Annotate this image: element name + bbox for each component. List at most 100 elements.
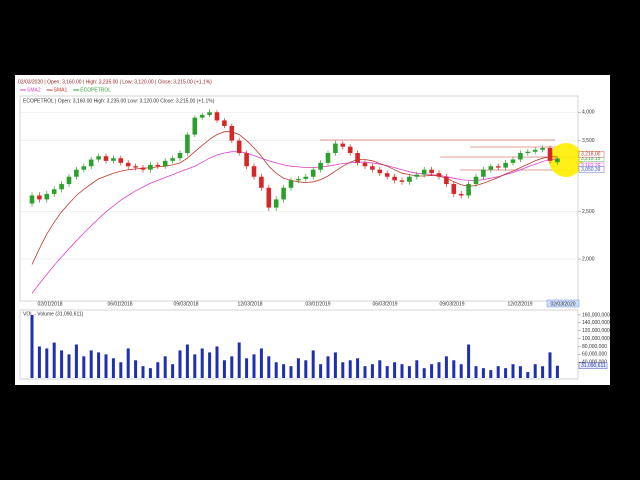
candle-body	[199, 114, 205, 118]
header: 02/03/2020 | Open: 3,160.00 | High: 3,23…	[18, 79, 212, 85]
candle-body	[399, 180, 405, 182]
candle-body	[133, 166, 138, 168]
volume-bar	[341, 362, 345, 378]
volume-bar	[437, 362, 441, 378]
candle-body	[44, 193, 50, 200]
volume-bar	[422, 368, 426, 378]
volume-bar	[178, 350, 182, 378]
volume-bar	[60, 350, 64, 378]
volume-bar	[333, 352, 337, 378]
volume-bar	[259, 348, 263, 378]
candle-body	[236, 140, 242, 154]
volume-bar	[252, 354, 256, 378]
candle-body	[458, 193, 464, 196]
candle-body	[362, 162, 368, 167]
volume-bar	[267, 356, 271, 378]
volume-bar	[230, 356, 234, 378]
volume-tick-label: 80,000,000	[582, 344, 607, 350]
volume-label: VOL - Volume (31,090,611)	[23, 311, 84, 317]
candle-body	[170, 158, 175, 161]
candle-body	[162, 160, 168, 167]
price-frame	[19, 95, 579, 302]
volume-tick-label: 100,000,000	[582, 336, 610, 342]
volume-bar	[74, 344, 78, 378]
volume-bar	[134, 360, 138, 378]
candle-body	[37, 195, 42, 200]
volume-bar	[200, 348, 204, 378]
volume-bar	[511, 364, 515, 378]
volume-bar	[89, 350, 93, 378]
candle-body	[244, 153, 249, 167]
candle-body	[466, 184, 471, 196]
candle-body	[140, 167, 146, 170]
candle-body	[185, 134, 190, 154]
candle-body	[421, 169, 427, 175]
y-tick-label: 2,500	[582, 209, 595, 215]
candle-body	[296, 178, 301, 181]
candle-body	[29, 195, 35, 204]
candle-body	[318, 162, 323, 170]
candle-body	[66, 176, 72, 185]
volume-bar	[30, 314, 34, 378]
chart-window	[15, 75, 610, 385]
volume-bar	[67, 354, 71, 378]
volume-tick-label: 140,000,000	[582, 320, 610, 326]
candle-body	[74, 169, 79, 177]
candle-body	[192, 117, 198, 135]
sma-line	[31, 151, 558, 294]
candle-body	[111, 158, 116, 161]
volume-bar	[111, 358, 115, 378]
plot: 2,000 2,500 3,500 4,000 02/01/2018 06/01/2018…	[20, 109, 610, 378]
legend-label: SMA1	[54, 87, 68, 93]
y-tick-label: 2,000	[582, 256, 595, 262]
x-tick-label: 02/03/2020	[550, 301, 575, 307]
volume-bar	[304, 360, 308, 378]
y-tick-label: 3,500	[582, 138, 595, 144]
volume-bar	[119, 362, 123, 378]
candle-body	[281, 187, 286, 200]
volume-tag-box	[578, 362, 608, 369]
candle-body	[88, 159, 94, 167]
candle-body	[177, 153, 183, 159]
volume-bar	[518, 366, 522, 378]
volume-bar	[467, 344, 471, 378]
volume-bar	[370, 364, 374, 378]
volume-bar	[52, 342, 56, 378]
volume-bar	[82, 356, 86, 378]
volume-bar	[163, 356, 167, 378]
volume-bar	[496, 366, 500, 378]
volume-bar	[311, 350, 315, 378]
candle-body	[325, 153, 331, 163]
volume-bar	[208, 352, 212, 378]
candle-body	[288, 180, 294, 188]
volume-frame	[19, 309, 579, 380]
volume-tick-label: 60,000,000	[582, 352, 607, 358]
volume-tick-label: 160,000,000	[582, 312, 610, 318]
candle-body	[59, 184, 64, 190]
candle-body	[414, 174, 420, 177]
volume-bar	[37, 346, 41, 378]
volume-bar	[215, 346, 219, 378]
volume-bar	[393, 362, 397, 378]
candle-body	[473, 176, 479, 185]
volume-bar	[282, 364, 286, 378]
price-tag-label: 3,162.25	[581, 163, 601, 169]
volume-bar	[45, 348, 49, 378]
candle-body	[333, 143, 338, 154]
candle-body	[503, 162, 508, 168]
x-tick-label: 12/03/2018	[237, 301, 262, 307]
y-tick-label: 4,000	[582, 110, 595, 116]
volume-bar	[126, 348, 130, 378]
volume-bar	[326, 356, 330, 378]
volume-bar	[289, 366, 293, 378]
volume-bar	[407, 366, 411, 378]
volume-bar	[533, 364, 537, 378]
volume-bar	[459, 364, 463, 378]
volume-bar	[319, 364, 323, 378]
volume-bar	[555, 365, 559, 378]
price-tag-label: 3,050.39	[581, 167, 601, 173]
volume-bar	[274, 362, 278, 378]
volume-bar	[526, 372, 530, 378]
candle-body	[347, 146, 353, 154]
candle-body	[96, 156, 101, 160]
